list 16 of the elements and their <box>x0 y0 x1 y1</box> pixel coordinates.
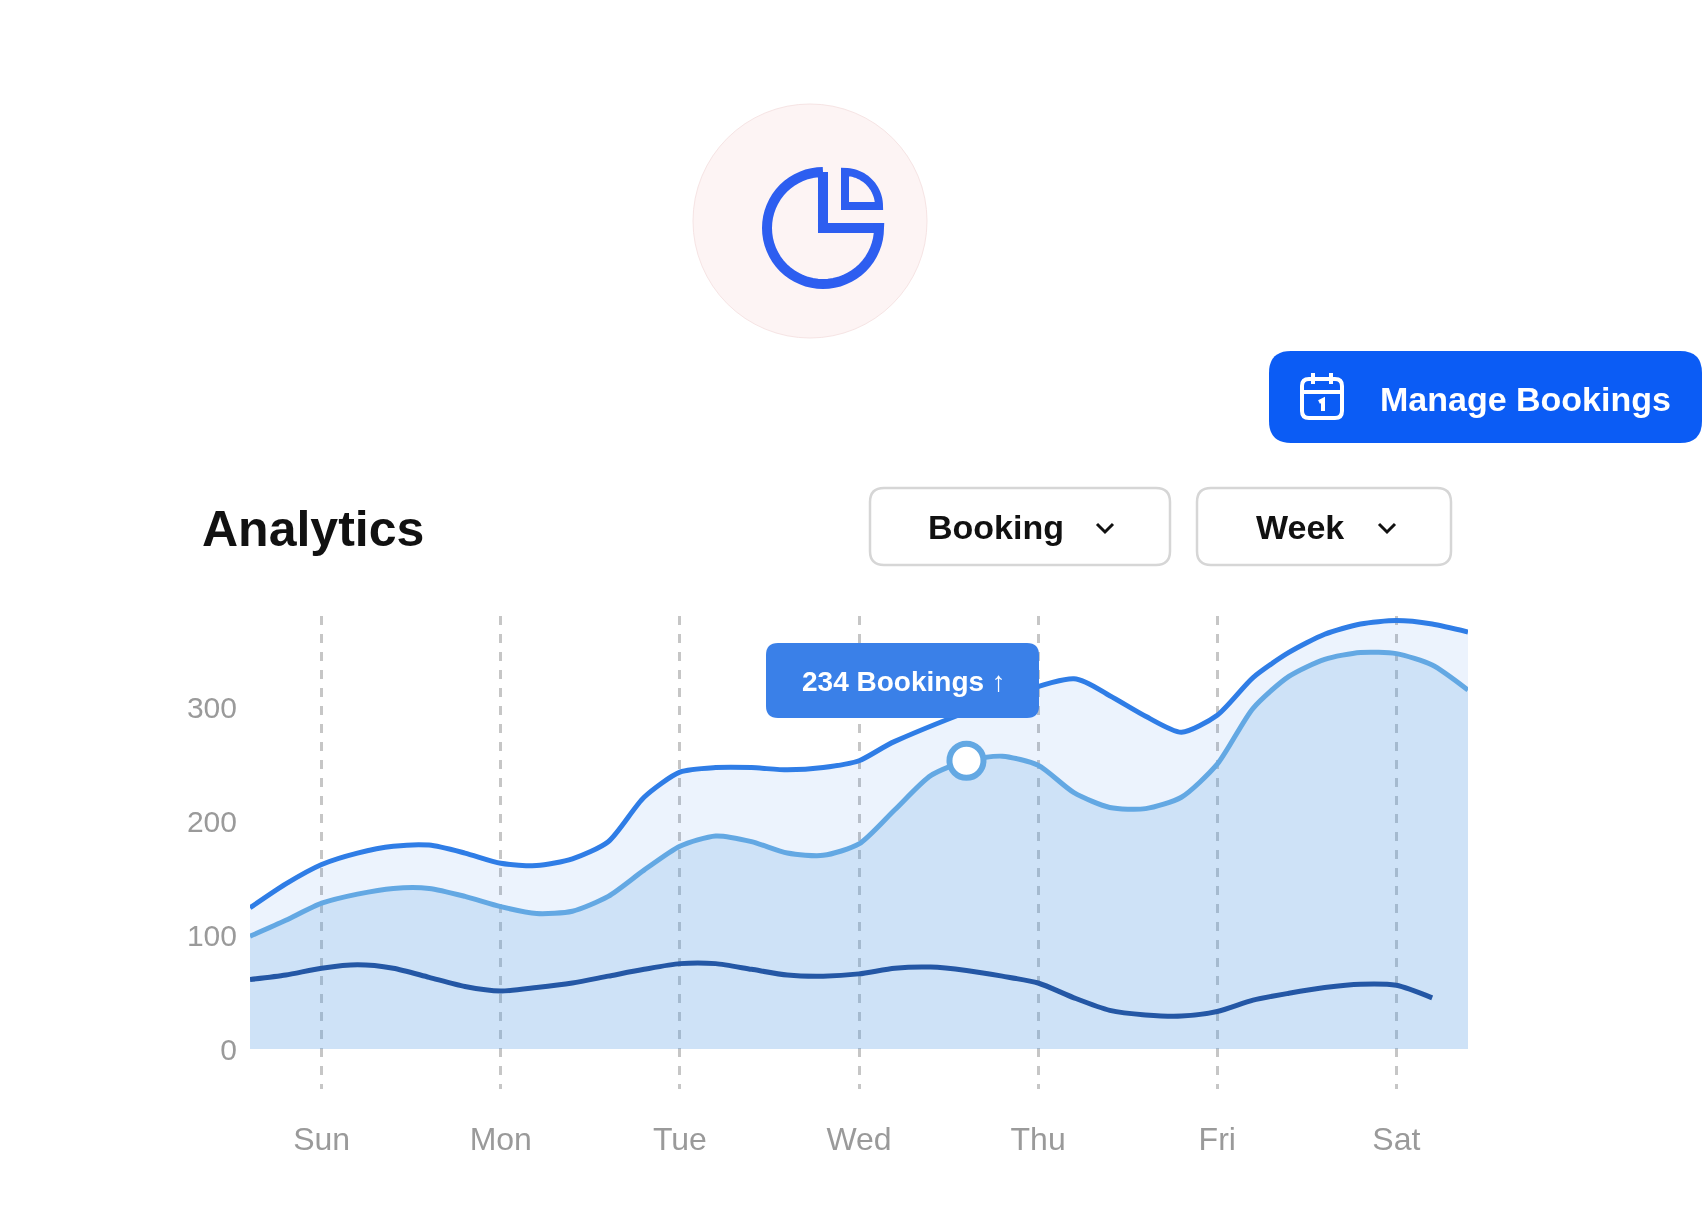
x-tick-label: Thu <box>1010 1121 1066 1157</box>
text: Booking <box>928 508 1064 546</box>
x-tick-label: Tue <box>652 1121 707 1157</box>
text: Week <box>1256 508 1345 546</box>
x-tick-label: Mon <box>469 1121 532 1157</box>
y-tick-label: 300 <box>186 690 237 724</box>
x-tick-label: Fri <box>1198 1121 1236 1157</box>
x-tick-label: Wed <box>826 1121 892 1157</box>
text: Manage Bookings <box>1380 380 1671 418</box>
y-tick-label: 200 <box>186 804 237 838</box>
y-tick-label: 100 <box>186 918 237 952</box>
x-tick-label: Sun <box>293 1121 351 1157</box>
chart-title: Analytics <box>202 500 425 557</box>
y-tick-label: 0 <box>220 1032 237 1066</box>
annotation: 234 Bookings ↑ <box>802 666 1006 697</box>
x-tick-label: Sat <box>1372 1121 1421 1157</box>
